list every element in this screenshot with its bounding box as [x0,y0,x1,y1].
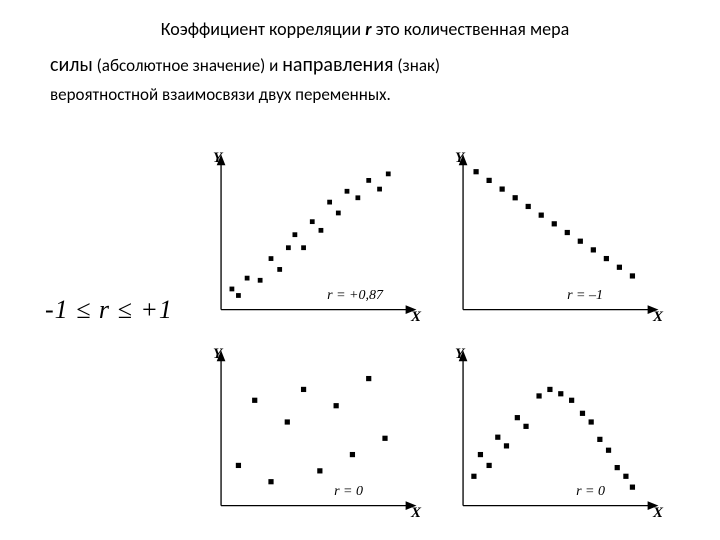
title-part2: это количественная мера [372,18,570,40]
axis-label-y: Y [455,150,464,167]
axis-label-x: X [653,309,663,326]
desc-p2: (абсолютное значение) и [93,55,282,76]
title-part1: Коэффициент корреляции [161,18,365,40]
axis-label-y: Y [213,150,222,167]
r-value-label: r = +0,87 [327,288,383,304]
chart-zero-curvilinear: Y Xr = 0 [437,346,665,536]
r-value-label: r = 0 [576,484,605,500]
range-formula: -1 ≤ r ≤ +1 [45,295,173,325]
desc-p5: вероятностной взаимосвязи двух переменны… [50,84,391,105]
description: силы (абсолютное значение) и направления… [50,50,680,109]
axis-label-x: X [653,505,663,522]
desc-strength: силы [50,53,93,77]
desc-p4: (знак) [394,55,440,76]
chart-negative-perfect: Y Xr = –1 [437,150,665,340]
axis-label-y: Y [455,346,464,363]
chart-positive-corr: Y Xr = +0,87 [195,150,423,340]
axis-label-x: X [411,505,421,522]
title-line: Коэффициент корреляции r это количествен… [50,18,680,40]
charts-grid: Y Xr = +0,87 Y Xr = –1 Y Xr = 0 Y Xr = 0 [195,150,665,520]
desc-direction: направления [282,53,393,77]
chart-zero-random: Y Xr = 0 [195,346,423,536]
r-value-label: r = –1 [567,288,603,304]
axis-label-x: X [411,309,421,326]
slide-page: Коэффициент корреляции r это количествен… [0,0,720,540]
r-value-label: r = 0 [334,484,363,500]
axis-label-y: Y [213,346,222,363]
